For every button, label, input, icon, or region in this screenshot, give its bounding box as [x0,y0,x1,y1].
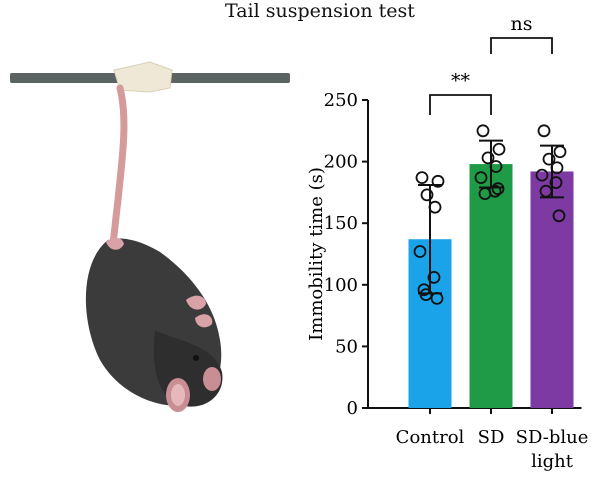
data-point [491,182,505,196]
figure-title: Tail suspension test [225,0,415,22]
data-point [420,188,434,202]
y-tick-label: 200 [324,152,358,173]
data-point [542,152,556,166]
significance-bracket [490,37,553,54]
bar [469,164,513,408]
data-point [413,245,427,258]
y-tick-label: 250 [324,90,358,111]
data-point [419,288,433,302]
data-point [552,209,566,223]
data-point [474,171,488,185]
data-point [431,174,445,188]
data-point [428,200,442,214]
data-point [430,291,444,305]
data-point [478,187,492,201]
y-tick-label: 0 [347,398,358,419]
data-point [549,176,563,189]
data-point [553,145,567,159]
data-point [476,124,490,138]
data-point [489,160,503,173]
x-axis-labels: Control SD SD-blue light [396,427,589,472]
tail-icon [108,84,128,254]
data-point [427,271,441,284]
data-point [537,124,551,138]
significance-annotations: ** ns [429,13,553,115]
y-axis: 0 50 100 150 200 250 [324,90,582,419]
significance-label: ns [511,13,533,35]
y-tick-label: 50 [335,336,358,357]
mouse-icon [85,237,223,412]
bars [408,164,574,414]
data-point [550,161,564,175]
x-tick-label: Control [396,427,465,448]
y-tick-label: 150 [324,213,358,234]
data-point [481,151,495,165]
data-point [539,184,553,198]
error-bars [418,139,564,295]
x-tick-label: SD-blue light [516,427,589,472]
data-points [413,124,567,305]
bar [530,171,574,408]
data-point [415,171,429,185]
x-tick-label: SD [478,427,505,448]
y-axis-label: Immobility time (s) [306,167,327,341]
data-point [492,142,506,156]
significance-label: ** [451,70,471,92]
significance-bracket [429,94,492,115]
mouse-illustration [10,61,290,412]
immobility-bar-chart: Immobility time (s) 0 50 100 150 200 250 ** ns… [306,13,589,472]
y-tick-label: 100 [324,275,358,296]
data-point [535,168,549,182]
